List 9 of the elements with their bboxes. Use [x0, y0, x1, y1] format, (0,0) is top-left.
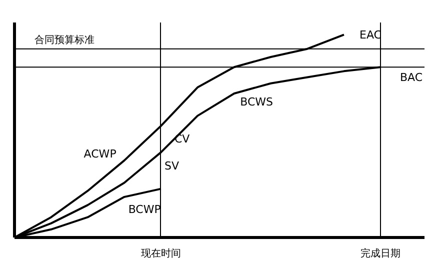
series-label: ACWP	[84, 147, 117, 160]
series-label: BCWS	[240, 95, 274, 108]
ref-line-label: 合同预算标准	[34, 34, 94, 46]
annotation: SV	[164, 160, 180, 172]
ref-line-label: BAC	[400, 71, 423, 84]
x-tick-label: 现在时间	[140, 248, 181, 260]
x-tick-label: 完成日期	[360, 248, 401, 260]
series-label: BCWP	[128, 202, 162, 216]
annotation: EAC	[360, 28, 382, 42]
